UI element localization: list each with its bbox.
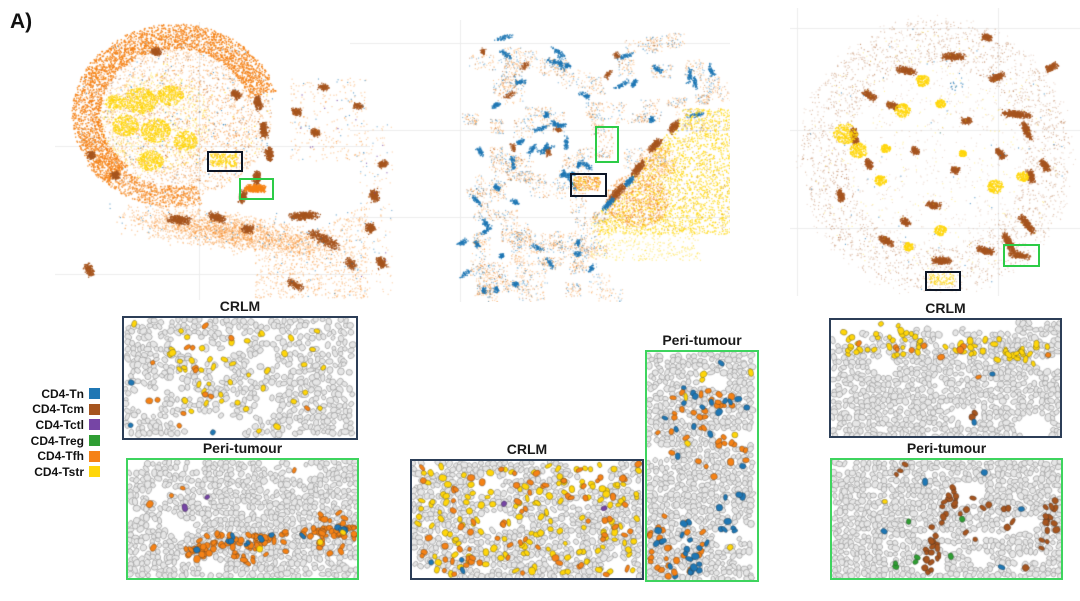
inset-peri-tumour-middle-canvas	[645, 350, 759, 582]
legend-item-cd4-tstr: CD4-Tstr	[16, 464, 100, 480]
inset-peri-tumour-middle: Peri-tumour	[645, 333, 759, 582]
tissue-map-left-canvas	[55, 22, 370, 300]
inset-crlm-left-canvas	[122, 316, 358, 440]
inset-title: Peri-tumour	[202, 440, 283, 456]
legend-item-cd4-treg: CD4-Treg	[16, 433, 100, 449]
inset-title: CRLM	[506, 441, 548, 457]
inset-title: Peri-tumour	[662, 332, 742, 348]
legend-item-cd4-tctl: CD4-Tctl	[16, 417, 100, 433]
panel-label: A)	[10, 10, 33, 33]
inset-crlm-right: CRLM	[829, 301, 1062, 438]
legend-swatch	[89, 450, 100, 462]
legend: CD4-Tn CD4-Tcm CD4-Tctl CD4-Treg CD4-Tfh CD4-…	[16, 386, 100, 480]
inset-title: CRLM	[219, 298, 261, 314]
tissue-map-left	[55, 22, 370, 300]
legend-swatch	[89, 435, 100, 447]
legend-item-cd4-tn: CD4-Tn	[16, 386, 100, 402]
legend-label: CD4-Tn	[41, 386, 84, 401]
roi-crlm-box	[925, 271, 961, 291]
inset-peri-tumour-right: Peri-tumour	[830, 441, 1063, 580]
tissue-map-right-canvas	[790, 8, 1080, 296]
inset-crlm-middle-canvas	[410, 459, 644, 580]
legend-label: CD4-Tctl	[35, 417, 84, 432]
legend-swatch	[89, 466, 100, 478]
tissue-map-right	[790, 8, 1080, 296]
roi-peri-tumour-box	[239, 178, 274, 200]
roi-peri-tumour-box	[595, 126, 619, 163]
inset-peri-tumour-right-canvas	[830, 458, 1063, 580]
legend-swatch	[89, 403, 100, 415]
legend-label: CD4-Tfh	[37, 449, 84, 464]
inset-crlm-right-canvas	[829, 318, 1062, 438]
legend-swatch	[89, 419, 100, 431]
roi-peri-tumour-box	[1003, 244, 1040, 267]
tissue-map-middle	[350, 20, 730, 302]
tissue-map-middle-canvas	[350, 20, 730, 302]
legend-item-cd4-tfh: CD4-Tfh	[16, 448, 100, 464]
roi-crlm-box	[570, 173, 607, 197]
legend-swatch	[89, 388, 100, 400]
legend-label: CD4-Tcm	[32, 402, 84, 417]
inset-crlm-left: CRLM	[122, 299, 358, 440]
legend-label: CD4-Tstr	[34, 464, 84, 479]
inset-peri-tumour-left-canvas	[126, 458, 359, 580]
legend-item-cd4-tcm: CD4-Tcm	[16, 402, 100, 418]
roi-crlm-box	[207, 151, 243, 172]
inset-peri-tumour-left: Peri-tumour	[126, 441, 359, 580]
inset-crlm-middle: CRLM	[410, 442, 644, 580]
legend-label: CD4-Treg	[30, 433, 84, 448]
inset-title: Peri-tumour	[906, 440, 987, 456]
inset-title: CRLM	[925, 300, 966, 316]
